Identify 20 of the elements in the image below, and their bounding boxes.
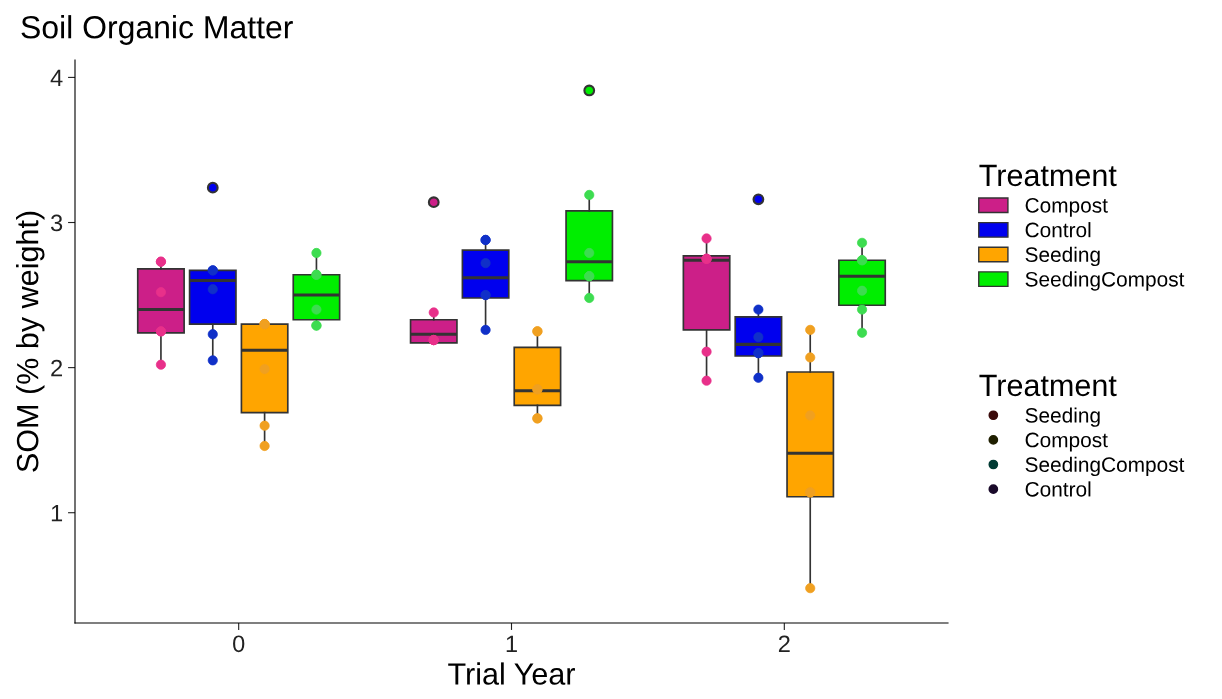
y-tick-label: 3 <box>50 214 63 232</box>
legend-label: SeedingCompost <box>1025 456 1185 477</box>
legend-label: Control <box>1025 222 1091 238</box>
x-axis-title: Trial Year <box>448 662 575 685</box>
y-tick-label: 2 <box>51 359 63 377</box>
text: Treatment <box>979 374 1117 397</box>
y-tick-label: 1 <box>51 505 63 522</box>
legend-label: Seeding <box>1025 246 1100 267</box>
legend-label: Seeding <box>1025 407 1100 427</box>
x-tick-label: 2 <box>778 635 790 652</box>
x-tick-label: 1 <box>506 635 517 652</box>
legend-label: Compost <box>1025 432 1108 452</box>
x-tick-label: 0 <box>233 635 245 653</box>
legend-label: SeedingCompost <box>1025 271 1185 291</box>
y-axis-title: SOM (% by weight) <box>16 211 45 472</box>
legend-title: Treatment <box>979 164 1117 187</box>
chart-title: Soil Organic Matter <box>21 15 293 45</box>
y-tick-label: 4 <box>50 69 63 86</box>
legend-label: Compost <box>1025 197 1108 217</box>
legend-label: Control <box>1025 481 1091 497</box>
